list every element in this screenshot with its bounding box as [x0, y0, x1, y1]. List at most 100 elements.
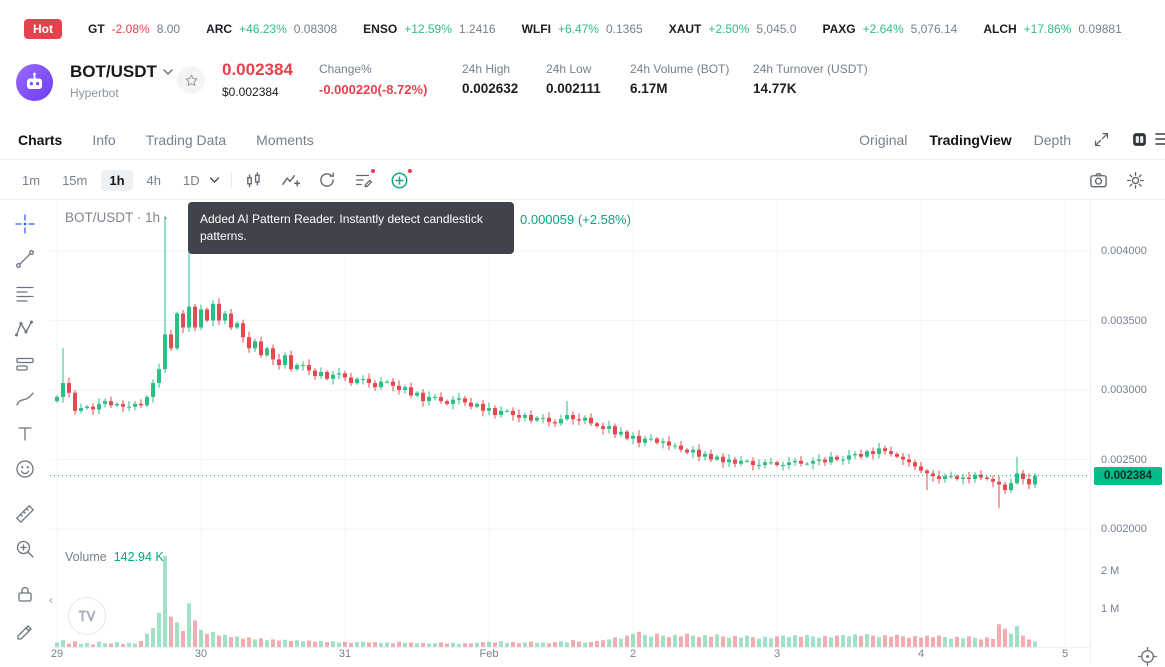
indicators-icon[interactable] [281, 171, 300, 190]
price-axis-label: 0.004000 [1101, 245, 1147, 257]
favorite-button[interactable] [177, 66, 205, 94]
crosshair-icon[interactable] [14, 213, 36, 235]
chart-style-tools [244, 167, 413, 190]
stat-label: 24h Volume (BOT) [630, 62, 730, 76]
toolbar-right-icons [1089, 171, 1151, 190]
xabcd-pattern-icon[interactable] [14, 318, 36, 340]
ticker-symbol: ENSO [363, 22, 398, 36]
view-tab-depth[interactable]: Depth [1033, 131, 1071, 148]
candles-icon[interactable] [244, 171, 263, 190]
chevron-down-icon [163, 68, 173, 75]
time-label-31: 31 [338, 648, 352, 660]
zoom-in-icon[interactable] [14, 538, 36, 560]
view-tab-original[interactable]: Original [859, 131, 908, 148]
tab-charts[interactable]: Charts [18, 131, 63, 148]
stat-24h-high: 24h High 0.002632 [462, 62, 518, 96]
interval-1m[interactable]: 1m [22, 172, 41, 188]
ticker-symbol: XAUT [668, 22, 702, 36]
pair-network: Hyperbot [70, 86, 119, 100]
ticker-price: 8.00 [156, 22, 181, 36]
notification-dot [369, 168, 376, 174]
target-icon[interactable] [1137, 646, 1158, 667]
chart-canvas[interactable]: BOT/USDT · 1h · 0.000059 (+2.58%) Added … [50, 201, 1090, 662]
position-tool-icon[interactable] [14, 353, 36, 375]
eraser-icon[interactable] [14, 618, 36, 640]
interval-4h[interactable]: 4h [146, 172, 161, 188]
change-block: Change% -0.000220(-8.72%) [319, 62, 427, 97]
volume-legend: Volume 142.94 K [65, 550, 164, 564]
ticker-item-alch[interactable]: ALCH +17.86% 0.09881 [983, 22, 1121, 36]
change-value: -0.000220(-8.72%) [319, 82, 428, 97]
ticker-item-arc[interactable]: ARC +46.23% 0.08308 [206, 22, 337, 36]
ticker-change: +12.59% [404, 22, 452, 36]
expand-icon[interactable] [1093, 131, 1110, 148]
robot-logo [16, 64, 53, 101]
view-tab-tradingview[interactable]: TradingView [929, 131, 1012, 148]
star-icon [185, 74, 197, 86]
stat-value: 14.77K [753, 81, 797, 96]
ticker-price: 0.1365 [605, 22, 643, 36]
trend-line-icon[interactable] [14, 248, 36, 270]
ticker-item-wlfi[interactable]: WLFI +6.47% 0.1365 [522, 22, 643, 36]
gear-icon[interactable] [1126, 171, 1145, 190]
lock-icon[interactable] [14, 583, 36, 605]
usd-price: $0.002384 [222, 85, 279, 99]
ticker-items: GT -2.08% 8.00 ARC +46.23% 0.08308 ENSO +12.59%… [88, 22, 1141, 36]
volume-value: 142.94 K [113, 550, 164, 564]
stat-label: 24h Low [546, 62, 592, 76]
text-tool-icon[interactable] [14, 423, 36, 445]
brush-icon[interactable] [14, 388, 36, 410]
tradingview-watermark[interactable] [68, 597, 106, 635]
time-label-29: 29 [50, 648, 64, 660]
last-price: 0.002384 [222, 60, 293, 79]
ticker-item-gt[interactable]: GT -2.08% 8.00 [88, 22, 180, 36]
drawing-toolbar [0, 201, 50, 662]
fib-retracement-icon[interactable] [14, 283, 36, 305]
interval-1d[interactable]: 1D [183, 172, 200, 188]
price-axis-label: 0.003500 [1101, 314, 1147, 327]
tab-info[interactable]: Info [92, 131, 116, 148]
ticker-price: 1.2416 [458, 22, 496, 36]
ticker-item-xaut[interactable]: XAUT +2.50% 5,045.0 [669, 22, 797, 36]
stat-value: 6.17M [630, 81, 668, 96]
chart-main: BOT/USDT · 1h · 0.000059 (+2.58%) Added … [0, 201, 1165, 667]
stat-label: 24h Turnover (USDT) [753, 62, 868, 76]
ticker-item-enso[interactable]: ENSO +12.59% 1.2416 [363, 22, 495, 36]
refresh-icon[interactable] [318, 171, 336, 189]
layout-icon[interactable] [1132, 132, 1147, 147]
pair-header: BOT/USDT Hyperbot 0.002384 $0.002384 Cha… [0, 48, 1165, 120]
stat-24h-turnover-usdt-: 24h Turnover (USDT) 14.77K [753, 62, 868, 96]
interval-1h[interactable]: 1h [101, 169, 133, 191]
ticker-change: +46.23% [239, 22, 287, 36]
volume-label: Volume [65, 550, 107, 564]
tabs-left: Charts Info Trading Data Moments [18, 132, 314, 148]
price-axis[interactable]: 0.002384 0.004000 0.003500 0.003000 0.00250… [1090, 201, 1165, 667]
camera-icon[interactable] [1089, 171, 1108, 190]
add-indicator-icon[interactable] [390, 167, 413, 190]
ticker-price: 0.09881 [1078, 22, 1122, 36]
ticker-symbol: GT [88, 22, 105, 36]
tab-moments[interactable]: Moments [256, 131, 314, 148]
emoji-icon[interactable] [14, 458, 36, 480]
ticker-item-paxg[interactable]: PAXG +2.64% 5,076.14 [822, 22, 957, 36]
price-block: 0.002384 $0.002384 [222, 60, 293, 99]
stat-value: 0.002632 [462, 81, 519, 96]
tab-trading-data[interactable]: Trading Data [145, 131, 227, 148]
volume-axis-label: 2 M [1101, 565, 1120, 577]
price-axis-label: 0.003000 [1101, 384, 1147, 396]
ticker-symbol: PAXG [822, 22, 856, 36]
notification-dot [406, 167, 413, 174]
interval-15m[interactable]: 15m [62, 172, 88, 188]
stat-24h-low: 24h Low 0.002111 [546, 62, 601, 96]
menu-icon[interactable] [1155, 132, 1165, 146]
collapse-chevron-icon[interactable]: ‹ [49, 593, 53, 607]
interval-dropdown-caret-icon[interactable] [209, 177, 219, 183]
tabs-row: Charts Info Trading Data Moments Original Tr… [0, 120, 1165, 160]
ai-pattern-tooltip: Added AI Pattern Reader. Instantly detec… [188, 202, 514, 254]
drawings-panel-icon[interactable] [354, 168, 376, 189]
ruler-icon[interactable] [14, 503, 36, 525]
pair-selector[interactable]: BOT/USDT [70, 62, 173, 82]
hot-badge: Hot [24, 19, 62, 39]
ticker-change: +2.50% [708, 22, 750, 36]
ticker-symbol: ALCH [983, 22, 1017, 36]
